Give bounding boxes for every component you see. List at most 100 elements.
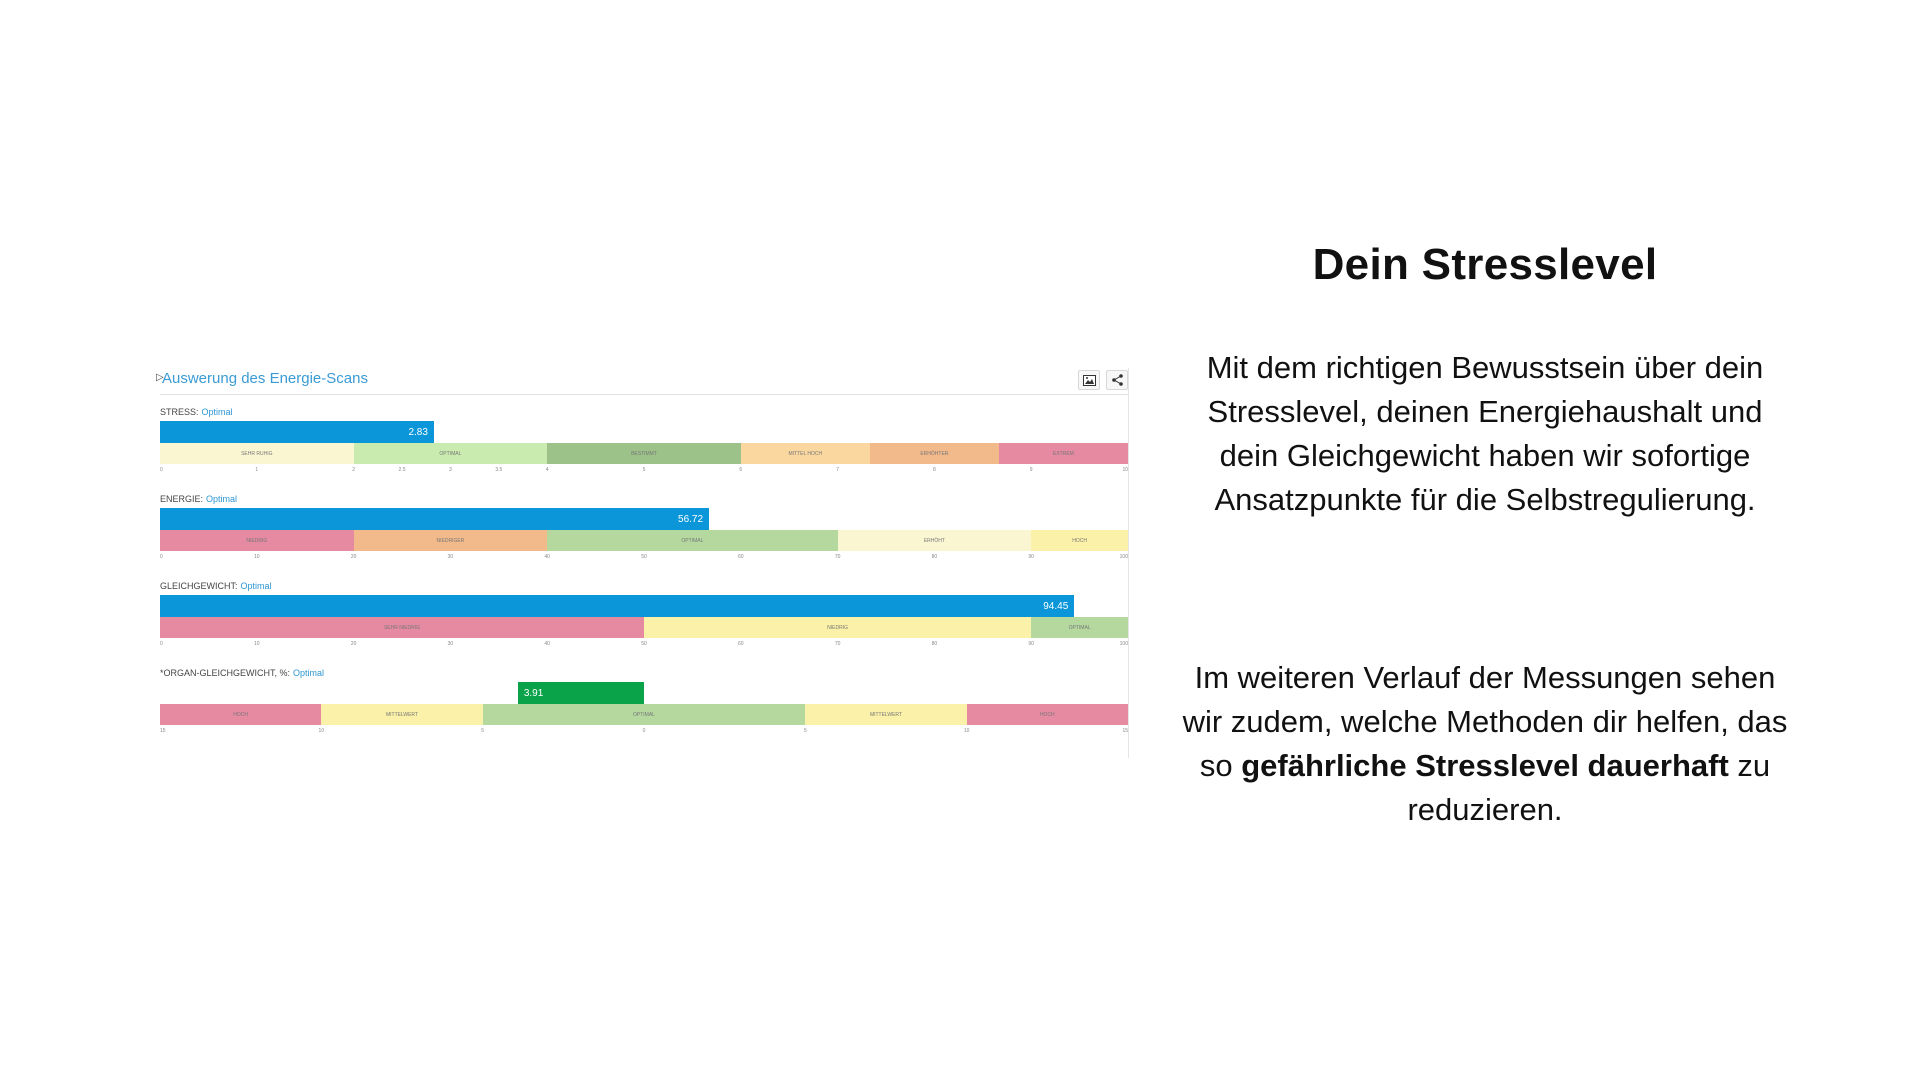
zone-scale: Hoch Mittelwert Optimal Mittelwert Hoch (160, 704, 1128, 725)
zone-segment: Optimal (547, 530, 838, 551)
tick-label: 100 (1119, 554, 1128, 560)
zone-segment: Optimal (1031, 617, 1128, 638)
tick-label: 90 (1028, 641, 1034, 647)
report-title: Auswerung des Energie-Scans (162, 370, 368, 387)
value-track: 2.83 (160, 421, 1128, 443)
zone-segment: Niedrig (160, 530, 354, 551)
tick-label: 70 (834, 641, 841, 647)
metric-name: STRESS: (160, 407, 199, 417)
tick-label: 1 (255, 467, 259, 473)
zone-segment: Erhöhter (869, 443, 999, 464)
tick-label: 5 (481, 728, 485, 734)
metric-name: GLEICHGEWICHT: (160, 581, 238, 591)
metric-status: Optimal (201, 407, 233, 417)
metric-row: *ORGAN-GLEICHGEWICHT, %: Optimal 3.91 Hoch M… (160, 668, 1128, 754)
metric-name: *ORGAN-GLEICHGEWICHT, %: (160, 668, 291, 678)
zone-segment: Hoch (1031, 530, 1128, 551)
zone-segment: Mittelwert (321, 704, 483, 725)
tick-label: 70 (834, 554, 841, 560)
zone-segment: Optimal (482, 704, 806, 725)
mouse-cursor-icon: ▷ (156, 372, 164, 383)
zone-segment: Optimal (353, 443, 548, 464)
tick-axis: 0 10 20 30 40 50 60 70 80 90 100 (160, 554, 1128, 564)
tick-label: 15 (160, 728, 166, 734)
zone-segment: Mittel hoch (740, 443, 870, 464)
page-heading: Dein Stresslevel (1312, 240, 1658, 289)
method-paragraph-start: Im weiteren Verlauf der Messungen sehen … (1182, 660, 1788, 783)
zone-scale: Niedrig Niedriger Optimal Erhöht Hoch (160, 530, 1128, 551)
metric-status: Optimal (240, 581, 272, 591)
value-bar: 3.91 (517, 682, 644, 704)
zone-scale: Sehr niedrig Niedrig Optimal (160, 617, 1128, 638)
tick-label: 80 (931, 554, 938, 560)
tick-label: 10 (963, 728, 970, 734)
zone-segment: Extrem (998, 443, 1128, 464)
tick-axis: 0 10 20 30 40 50 60 70 80 90 100 (160, 641, 1128, 651)
method-paragraph-end: zu reduzieren. (1407, 748, 1771, 827)
tick-label: 90 (1028, 554, 1034, 560)
tick-label: 60 (738, 641, 744, 647)
zone-segment: Hoch (160, 704, 322, 725)
tick-axis: 15 10 5 0 5 10 15 (160, 728, 1128, 738)
tick-label: 5 (803, 728, 807, 734)
zone-segment: Niedrig (644, 617, 1032, 638)
value-bar: 56.72 (160, 508, 710, 530)
value-track: 56.72 (160, 508, 1128, 530)
zone-segment: Sehr ruhig (160, 443, 354, 464)
tick-label: 20 (350, 554, 357, 560)
value-bar: 94.45 (160, 595, 1075, 617)
tick-label: 2 (352, 467, 355, 473)
zone-segment: Hoch (966, 704, 1128, 725)
zone-segment: Niedriger (353, 530, 548, 551)
tick-label: 10 (254, 641, 260, 647)
tick-label: 0 (160, 554, 163, 560)
metric-label: *ORGAN-GLEICHGEWICHT, %: Optimal (160, 668, 324, 678)
tick-label: 15 (1122, 728, 1128, 734)
tick-label: 10 (254, 554, 260, 560)
value-track: 3.91 (160, 682, 1128, 704)
metric-label: STRESS: Optimal (160, 407, 233, 417)
tick-label: 0 (160, 641, 163, 647)
intro-paragraph: Mit dem richtigen Bewusstsein über dein … (1206, 350, 1764, 517)
tick-label: 3.5 (495, 467, 503, 473)
energy-scan-report: ▷ Auswerung des Energie-Scans STRESS: Opt… (156, 368, 1129, 758)
report-toolbar (1078, 370, 1128, 390)
tick-label: 30 (447, 554, 454, 560)
zone-segment: Mittelwert (805, 704, 967, 725)
tick-label: 0 (642, 728, 646, 734)
tick-label: 9 (1029, 467, 1033, 473)
tick-label: 10 (1122, 467, 1128, 473)
tick-label: 3 (449, 467, 452, 473)
metric-row: STRESS: Optimal 2.83 Sehr ruhig Optimal Besti… (160, 407, 1128, 493)
tick-label: 50 (641, 554, 647, 560)
metric-label: ENERGIE: Optimal (160, 494, 237, 504)
value-track: 94.45 (160, 595, 1128, 617)
tick-label: 100 (1119, 641, 1128, 647)
method-paragraph: Im weiteren Verlauf der Messungen sehen … (1180, 656, 1790, 832)
value-bar: 2.83 (160, 421, 434, 443)
tick-label: 60 (738, 554, 744, 560)
metric-label: GLEICHGEWICHT: Optimal (160, 581, 272, 591)
share-icon[interactable] (1106, 370, 1128, 390)
tick-label: 30 (447, 641, 454, 647)
tick-label: 40 (544, 554, 550, 560)
metric-row: GLEICHGEWICHT: Optimal 94.45 Sehr niedrig Ni… (160, 581, 1128, 667)
metric-name: ENERGIE: (160, 494, 204, 504)
tick-label: 6 (739, 467, 743, 473)
tick-label: 7 (836, 467, 839, 473)
zone-segment: Sehr niedrig (160, 617, 644, 638)
metric-row: ENERGIE: Optimal 56.72 Niedrig Niedriger Opti… (160, 494, 1128, 580)
tick-label: 20 (350, 641, 357, 647)
tick-label: 5 (642, 467, 646, 473)
tick-label: 10 (318, 728, 325, 734)
image-icon[interactable] (1078, 370, 1100, 390)
zone-segment: Erhöht (837, 530, 1032, 551)
metric-status: Optimal (206, 494, 238, 504)
tick-label: 40 (544, 641, 550, 647)
tick-label: 2.5 (398, 467, 406, 473)
title-divider (160, 394, 1128, 395)
tick-label: 80 (931, 641, 938, 647)
zone-segment: Bestimmt (547, 443, 741, 464)
tick-label: 0 (160, 467, 163, 473)
tick-axis: 0 1 2 2.5 3 3.5 4 5 6 7 8 9 10 (160, 467, 1128, 477)
